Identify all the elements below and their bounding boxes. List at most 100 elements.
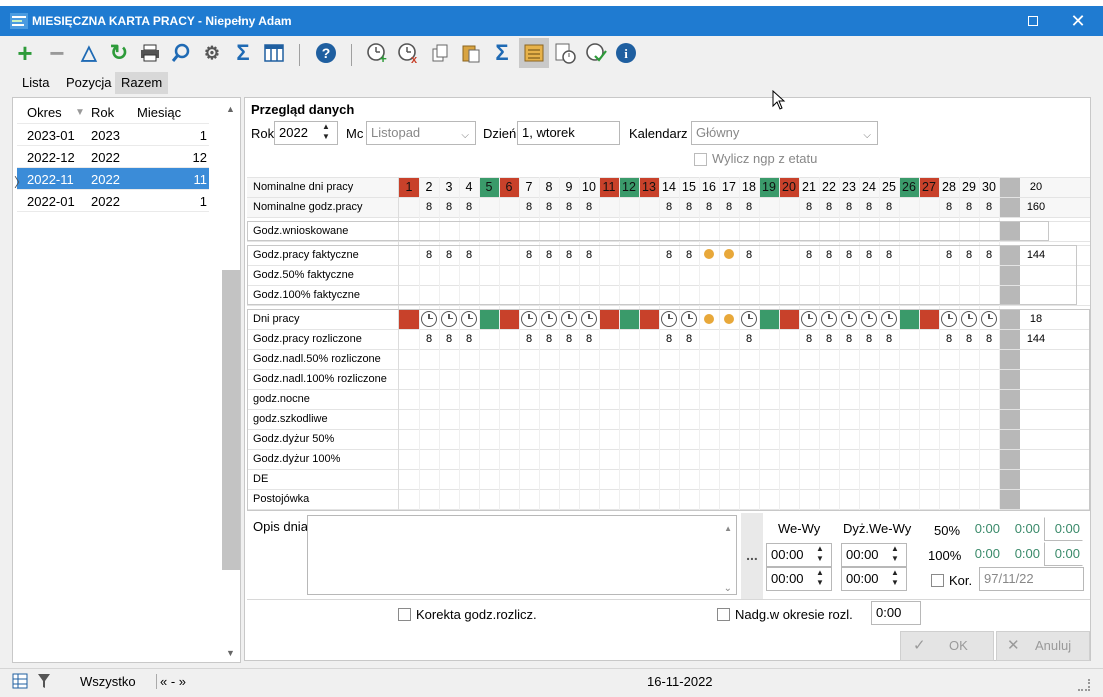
dzien-field[interactable]: 1, wtorek <box>517 121 620 145</box>
day-number-5[interactable]: 5 <box>479 178 499 197</box>
work-day-cell[interactable] <box>579 310 599 330</box>
work-day-cell[interactable] <box>879 310 899 330</box>
day-number-22[interactable]: 22 <box>822 180 836 194</box>
work-day-cell[interactable] <box>899 310 919 330</box>
kor-date-field[interactable]: 97/11/22 <box>979 567 1084 591</box>
period-row[interactable]: 〉 2022-11 2022 11 <box>14 168 209 190</box>
p100-field-1[interactable]: 0:00 <box>965 542 1003 566</box>
p50-field-3[interactable]: 0:00 <box>1044 517 1083 541</box>
kor-checkbox[interactable] <box>931 574 944 587</box>
day-number-18[interactable]: 18 <box>742 180 756 194</box>
work-day-cell[interactable] <box>939 310 959 330</box>
day-number-30[interactable]: 30 <box>982 180 996 194</box>
ellipsis-button[interactable]: ... <box>741 513 763 599</box>
search-icon[interactable] <box>168 40 194 66</box>
work-day-cell[interactable] <box>499 310 519 330</box>
dyz-in-spinner[interactable]: ▲ ▼ <box>891 544 899 563</box>
ok-button[interactable]: ✓ OK <box>900 631 994 661</box>
mc-select[interactable]: Listopad ⌵ <box>366 121 476 145</box>
rok-field[interactable]: 2022 ▲ ▼ <box>274 121 338 145</box>
work-day-cell[interactable] <box>859 310 879 330</box>
wylicz-checkbox[interactable] <box>694 153 707 166</box>
day-number-19[interactable]: 19 <box>759 178 779 197</box>
work-day-cell[interactable] <box>799 310 819 330</box>
filter-delta-icon[interactable]: △ <box>81 42 97 64</box>
scroll-up-icon[interactable]: ▲ <box>226 104 235 114</box>
close-button[interactable]: ✕ <box>1058 6 1098 36</box>
sum2-icon[interactable]: Σ <box>495 40 509 65</box>
day-number-17[interactable]: 17 <box>722 180 736 194</box>
scroll-down-icon[interactable]: ▼ <box>226 648 235 658</box>
day-number-4[interactable]: 4 <box>465 180 473 194</box>
day-number-1[interactable]: 1 <box>399 178 419 197</box>
day-number-27[interactable]: 27 <box>919 178 939 197</box>
dyz-in-field[interactable]: 00:00 ▲ ▼ <box>841 543 907 567</box>
work-day-cell[interactable] <box>739 310 759 330</box>
filter-icon[interactable] <box>37 673 51 692</box>
dyz-out-field[interactable]: 00:00 ▲ ▼ <box>841 567 907 591</box>
add-icon[interactable]: + <box>17 38 33 68</box>
day-number-6[interactable]: 6 <box>499 178 519 197</box>
day-number-7[interactable]: 7 <box>525 180 533 194</box>
work-day-cell[interactable] <box>719 310 739 330</box>
maximize-button[interactable] <box>1013 6 1053 36</box>
help-icon[interactable]: ? <box>313 40 339 66</box>
columns-icon[interactable] <box>261 40 287 66</box>
work-day-cell[interactable] <box>559 310 579 330</box>
header-rok[interactable]: Rok <box>91 105 115 120</box>
clock-check-icon[interactable] <box>583 40 609 66</box>
day-number-24[interactable]: 24 <box>862 180 876 194</box>
tab-lista[interactable]: Lista <box>22 75 50 90</box>
paste-icon[interactable] <box>458 40 484 66</box>
clock-remove-icon[interactable]: x <box>395 40 421 66</box>
scroll-up-icon[interactable]: ▲ <box>724 524 732 533</box>
day-number-15[interactable]: 15 <box>682 180 696 194</box>
day-number-9[interactable]: 9 <box>565 180 573 194</box>
day-number-20[interactable]: 20 <box>779 178 799 197</box>
sum-icon[interactable]: Σ <box>236 40 250 65</box>
header-okres[interactable]: Okres <box>27 105 62 120</box>
work-day-cell[interactable] <box>959 310 979 330</box>
p50-field-2[interactable]: 0:00 <box>1005 517 1043 541</box>
wewy-out-spinner[interactable]: ▲ ▼ <box>816 568 824 587</box>
day-number-8[interactable]: 8 <box>545 180 553 194</box>
day-number-12[interactable]: 12 <box>619 178 639 197</box>
day-number-16[interactable]: 16 <box>702 180 716 194</box>
work-day-cell[interactable] <box>419 310 439 330</box>
day-number-11[interactable]: 11 <box>599 178 619 197</box>
grid-icon[interactable] <box>12 673 28 692</box>
work-day-cell[interactable] <box>619 310 639 330</box>
vertical-scrollbar[interactable]: ▲ ▼ <box>220 102 240 660</box>
tab-razem[interactable]: Razem <box>115 72 169 94</box>
nadg-field[interactable]: 0:00 <box>871 601 921 625</box>
period-row[interactable]: 2022-01 2022 1 <box>17 190 209 212</box>
work-day-cell[interactable] <box>459 310 479 330</box>
work-day-cell[interactable] <box>679 310 699 330</box>
dyz-out-spinner[interactable]: ▲ ▼ <box>891 568 899 587</box>
wewy-in-field[interactable]: 00:00 ▲ ▼ <box>766 543 832 567</box>
day-number-2[interactable]: 2 <box>425 180 433 194</box>
day-number-25[interactable]: 25 <box>882 180 896 194</box>
korekta-checkbox[interactable] <box>398 608 411 621</box>
work-day-cell[interactable] <box>779 310 799 330</box>
remove-icon[interactable]: − <box>49 38 65 68</box>
work-day-cell[interactable] <box>599 310 619 330</box>
p100-field-2[interactable]: 0:00 <box>1005 542 1043 566</box>
refresh-icon[interactable]: ↻ <box>109 40 129 65</box>
work-day-cell[interactable] <box>699 310 719 330</box>
day-number-3[interactable]: 3 <box>445 180 453 194</box>
work-day-cell[interactable] <box>819 310 839 330</box>
rok-spinner[interactable]: ▲ ▼ <box>322 122 330 141</box>
period-row[interactable]: 2022-12 2022 12 <box>17 146 209 168</box>
nav-arrows[interactable]: « - » <box>156 674 186 689</box>
schedule-icon[interactable] <box>552 40 578 66</box>
resize-grip[interactable] <box>1078 679 1090 691</box>
work-day-cell[interactable] <box>919 310 939 330</box>
work-day-cell[interactable] <box>759 310 779 330</box>
day-number-26[interactable]: 26 <box>899 178 919 197</box>
work-day-cell[interactable] <box>659 310 679 330</box>
day-number-14[interactable]: 14 <box>662 180 676 194</box>
p50-field-1[interactable]: 0:00 <box>965 517 1003 541</box>
scrollbar-thumb[interactable] <box>222 270 240 570</box>
work-day-cell[interactable] <box>519 310 539 330</box>
